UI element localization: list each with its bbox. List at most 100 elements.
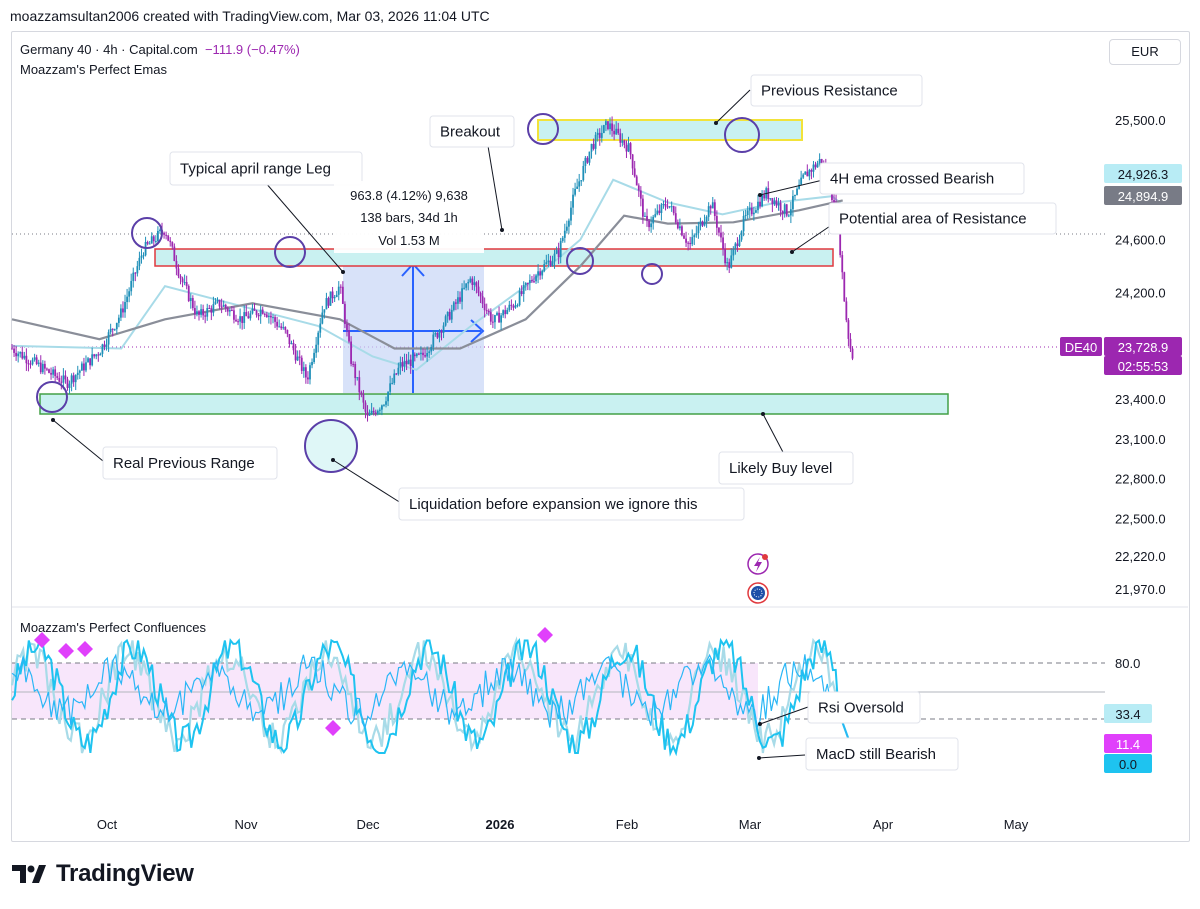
callout-box[interactable]: Likely Buy level bbox=[718, 451, 854, 485]
time-tick-label: Nov bbox=[234, 817, 258, 832]
candle-body bbox=[600, 132, 603, 138]
candle-body bbox=[64, 375, 67, 380]
callout-box[interactable]: Real Previous Range bbox=[102, 446, 278, 480]
candle-body bbox=[91, 354, 94, 366]
candle-body bbox=[335, 294, 338, 298]
measure-line-2: 138 bars, 34d 1h bbox=[360, 210, 458, 225]
osc-value-bg bbox=[1104, 704, 1152, 723]
previous-resistance-zone[interactable] bbox=[537, 119, 803, 141]
candle-body bbox=[263, 313, 266, 315]
candle-body bbox=[615, 128, 618, 135]
candle-body bbox=[35, 357, 38, 364]
currency-button[interactable]: EUR bbox=[1109, 39, 1181, 65]
candle-body bbox=[173, 246, 176, 261]
highlight-circle[interactable] bbox=[131, 217, 163, 249]
candle-body bbox=[631, 154, 634, 169]
candle-body bbox=[372, 410, 375, 413]
candle-body bbox=[722, 237, 724, 250]
candle-body bbox=[360, 392, 363, 395]
callout-box[interactable]: MacD still Bearish bbox=[805, 737, 959, 771]
candle-body bbox=[637, 185, 640, 191]
candle-body bbox=[405, 360, 408, 365]
candle-body bbox=[280, 326, 283, 329]
callout-box[interactable]: Typical april range Leg bbox=[169, 151, 363, 186]
candle-body bbox=[185, 282, 188, 287]
candle-body bbox=[724, 249, 727, 264]
callout-box[interactable]: Previous Resistance bbox=[750, 74, 923, 107]
candle-body bbox=[235, 319, 237, 322]
callout-box[interactable]: Breakout bbox=[429, 115, 515, 148]
highlight-circle-liquidation[interactable] bbox=[304, 419, 358, 473]
highlight-circle[interactable] bbox=[36, 381, 68, 413]
highlight-circle[interactable] bbox=[724, 117, 760, 153]
candle-body bbox=[253, 308, 256, 311]
candle-body bbox=[707, 206, 710, 217]
candle-body bbox=[619, 133, 622, 143]
candle-body bbox=[660, 204, 663, 214]
highlight-circle[interactable] bbox=[566, 247, 594, 275]
candle-body bbox=[781, 210, 784, 214]
osc-tick-label: 80.0 bbox=[1115, 656, 1140, 671]
economic-calendar-icon[interactable] bbox=[747, 582, 769, 604]
candle-body bbox=[278, 326, 281, 328]
candle-body bbox=[531, 280, 533, 282]
candle-body bbox=[773, 200, 776, 205]
highlight-circle[interactable] bbox=[527, 113, 559, 145]
signal-diamond bbox=[325, 720, 341, 736]
candle-body bbox=[742, 215, 745, 232]
callout-connectors bbox=[52, 89, 837, 759]
candle-body bbox=[681, 226, 683, 236]
callout-dots bbox=[51, 121, 794, 760]
price-label-bg bbox=[1104, 186, 1182, 205]
price-tick-label: 25,500.0 bbox=[1115, 113, 1166, 128]
callout-box[interactable]: Liquidation before expansion we ignore t… bbox=[398, 487, 745, 521]
candle-body bbox=[331, 291, 334, 299]
callout-box[interactable]: 4H ema crossed Bearish bbox=[819, 162, 1025, 195]
oscillator-lines bbox=[10, 627, 854, 757]
candle-body bbox=[553, 253, 556, 262]
candle-body bbox=[424, 355, 426, 357]
candle-body bbox=[506, 309, 509, 315]
candle-body bbox=[613, 130, 616, 135]
candle-body bbox=[491, 321, 494, 323]
candle-body bbox=[399, 362, 402, 368]
candle-body bbox=[292, 343, 295, 351]
candle-body bbox=[198, 311, 200, 315]
symbol-title[interactable]: Germany 40 · 4h · Capital.com bbox=[20, 42, 198, 57]
time-axis[interactable]: Oct Nov Dec 2026 Feb Mar Apr May bbox=[97, 817, 1029, 832]
price-label-bg bbox=[1104, 337, 1182, 356]
sub-indicator-title[interactable]: Moazzam's Perfect Confluences bbox=[20, 620, 207, 635]
candle-body bbox=[473, 282, 476, 285]
lightning-icon[interactable] bbox=[747, 553, 769, 575]
time-tick-label: May bbox=[1004, 817, 1029, 832]
price-tick-label: 24,600.0 bbox=[1115, 233, 1166, 248]
candle-body bbox=[352, 363, 355, 365]
candle-body bbox=[206, 308, 209, 317]
candle-body bbox=[570, 207, 572, 221]
candle-body bbox=[510, 304, 513, 306]
highlight-circle[interactable] bbox=[641, 263, 663, 285]
support-zone[interactable] bbox=[39, 393, 949, 415]
indicator-title[interactable]: Moazzam's Perfect Emas bbox=[20, 62, 167, 77]
candle-body bbox=[711, 202, 714, 209]
chart-frame bbox=[11, 31, 1190, 842]
candle-body bbox=[720, 232, 722, 238]
highlight-circle[interactable] bbox=[274, 236, 306, 268]
candle-body bbox=[122, 308, 124, 313]
candle-body bbox=[183, 282, 186, 284]
candle-body bbox=[658, 210, 661, 214]
callout-text: Typical april range Leg bbox=[180, 161, 331, 178]
candle-body bbox=[833, 200, 835, 203]
callout-box[interactable]: Rsi Oversold bbox=[807, 691, 921, 724]
candle-body bbox=[524, 283, 527, 286]
candle-body bbox=[107, 332, 110, 345]
candle-body bbox=[734, 243, 737, 249]
candle-body bbox=[19, 351, 22, 354]
candle-body bbox=[800, 177, 803, 185]
resistance-zone[interactable] bbox=[154, 248, 834, 267]
candle-body bbox=[50, 372, 52, 375]
candle-body bbox=[644, 215, 646, 217]
candle-body bbox=[650, 223, 653, 228]
callout-box[interactable]: Potential area of Resistance bbox=[828, 202, 1057, 235]
